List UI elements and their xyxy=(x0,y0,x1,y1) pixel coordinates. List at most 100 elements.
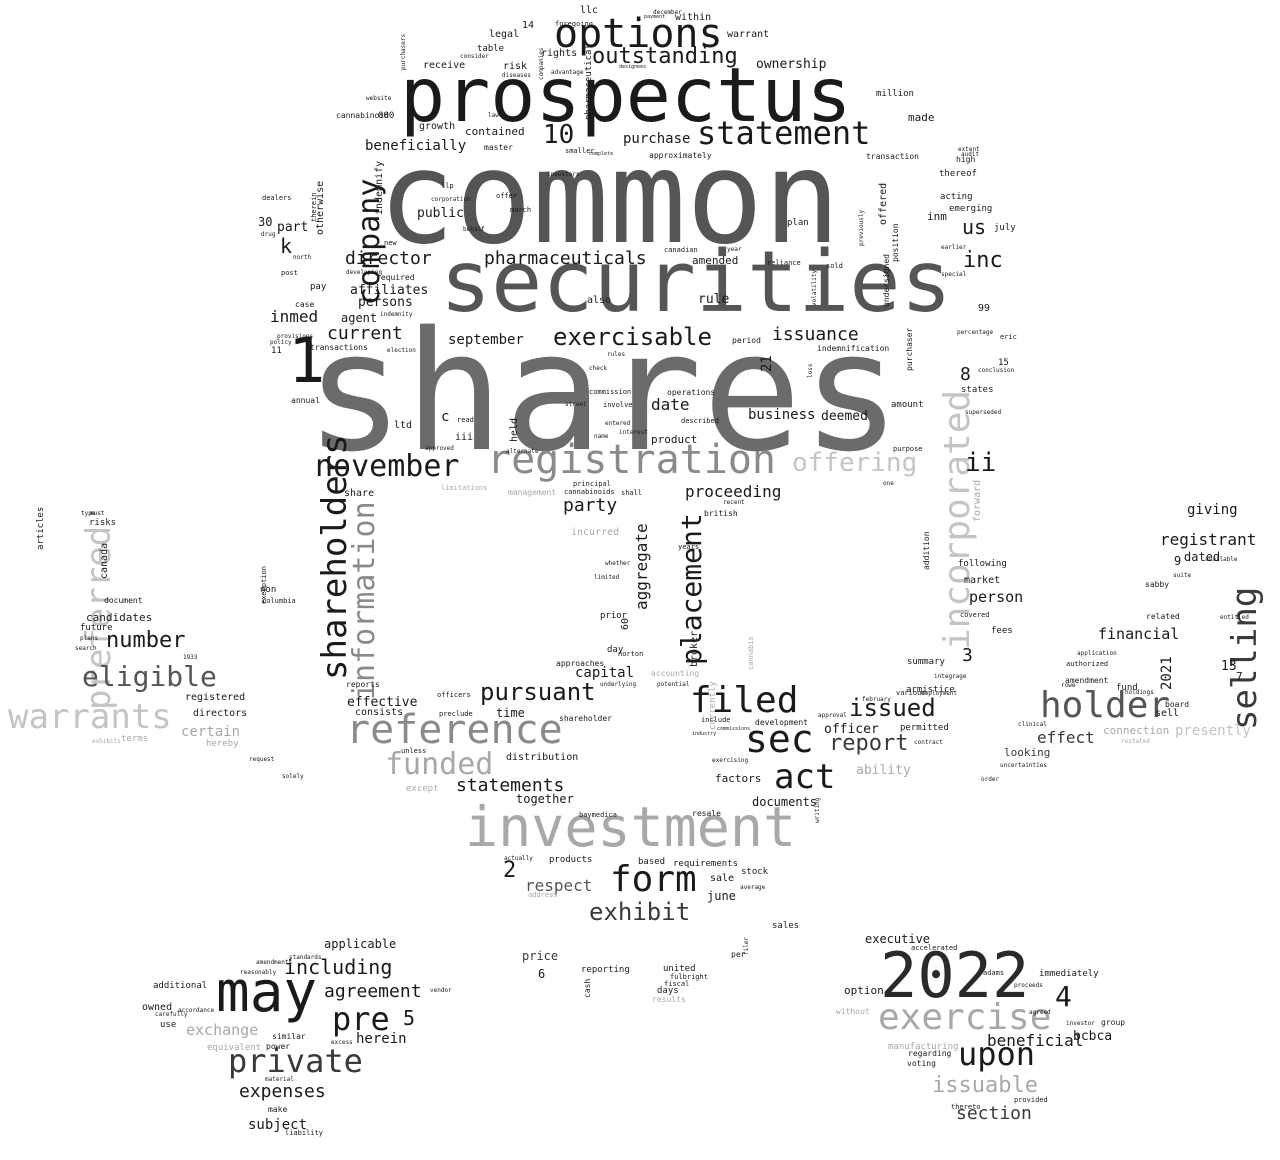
cloud-word: 2 xyxy=(503,858,517,883)
cloud-word: sales xyxy=(772,921,800,931)
cloud-word: exhibit xyxy=(589,898,691,926)
cloud-word: risk xyxy=(503,61,528,72)
cloud-word: fiscal xyxy=(664,980,690,988)
cloud-word: form xyxy=(610,859,697,900)
cloud-word: k xyxy=(280,234,293,258)
cloud-word: holder xyxy=(1040,685,1171,726)
cloud-word: pre xyxy=(332,1000,390,1038)
cloud-word: behalf xyxy=(463,226,485,233)
cloud-word: emerging xyxy=(949,204,993,214)
cloud-word: registrant xyxy=(1160,530,1257,549)
cloud-word: suite xyxy=(1173,572,1192,579)
cloud-word: offered xyxy=(878,182,889,225)
cloud-word: extent xyxy=(958,146,980,153)
cloud-word: superseded xyxy=(965,409,1002,416)
cloud-word: aggregate xyxy=(632,523,651,610)
cloud-word: affiliates xyxy=(350,283,429,298)
cloud-word: incurred xyxy=(571,527,620,538)
cloud-word: party xyxy=(563,495,618,516)
cloud-word: board xyxy=(1165,700,1190,709)
cloud-word: director xyxy=(345,248,432,269)
cloud-word: capital xyxy=(575,665,635,681)
cloud-word: offer xyxy=(496,192,518,200)
cloud-word: similar xyxy=(272,1032,306,1041)
cloud-word: shareholder xyxy=(559,714,612,723)
cloud-word: rights xyxy=(541,48,578,59)
cloud-word: exercise xyxy=(878,997,1052,1038)
cloud-word: indemnification xyxy=(817,344,890,353)
cloud-word: rules xyxy=(607,351,626,358)
cloud-word: reports xyxy=(346,680,380,689)
cloud-word: 13 xyxy=(1221,659,1237,674)
cloud-word: us xyxy=(962,215,987,239)
cloud-word: policy xyxy=(270,339,292,346)
cloud-word: 2021 xyxy=(1159,656,1175,690)
cloud-word: ability xyxy=(856,763,911,778)
cloud-word: inc xyxy=(963,248,1003,273)
cloud-word: february xyxy=(862,696,891,703)
cloud-word: december xyxy=(653,9,682,16)
cloud-word: use xyxy=(160,1020,177,1030)
cloud-word: website xyxy=(366,95,392,102)
cloud-word: developing xyxy=(346,269,383,276)
cloud-word: approval xyxy=(818,712,847,719)
cloud-word: requirements xyxy=(673,859,739,869)
cloud-word: investor xyxy=(1066,1020,1095,1027)
cloud-word: preclude xyxy=(439,710,473,718)
cloud-word: amendments xyxy=(256,959,293,966)
cloud-word: funded xyxy=(385,747,494,782)
cloud-word: securities xyxy=(440,233,952,332)
cloud-word: current xyxy=(327,323,403,344)
cloud-word: master xyxy=(484,143,513,152)
cloud-word: part xyxy=(277,220,309,235)
cloud-word: reliance xyxy=(767,259,801,267)
cloud-word: involve xyxy=(603,401,633,409)
cloud-word: approximately xyxy=(649,151,712,160)
cloud-word: giving xyxy=(1187,502,1238,518)
cloud-word: canadian xyxy=(664,246,698,254)
cloud-word: shall xyxy=(621,489,643,497)
cloud-word: 14 xyxy=(522,20,535,31)
cloud-word: high xyxy=(956,155,976,164)
cloud-word: results xyxy=(652,995,686,1004)
cloud-word: summary xyxy=(907,657,945,667)
cloud-word: alternate xyxy=(506,448,539,455)
cloud-word: check xyxy=(589,365,608,372)
cloud-word: 10 xyxy=(543,120,575,150)
cloud-word: sell xyxy=(1155,708,1180,719)
cloud-word: name xyxy=(594,433,609,440)
cloud-word: excess xyxy=(331,1039,353,1046)
cloud-word: ownership xyxy=(756,57,827,72)
cloud-word: 1933 xyxy=(183,654,198,661)
cloud-word: pay xyxy=(310,282,327,292)
cloud-word: 8 xyxy=(960,364,971,385)
cloud-word: deemed xyxy=(821,409,868,424)
cloud-word: dealers xyxy=(262,194,292,202)
cloud-word: foregoing xyxy=(555,20,593,28)
cloud-word: contract xyxy=(914,739,943,746)
cloud-word: 15 xyxy=(998,358,1009,368)
cloud-word: pharmaceutical xyxy=(584,44,594,120)
cloud-word: approaches xyxy=(556,659,605,668)
cloud-word: purpose xyxy=(893,445,923,453)
cloud-word: thereto xyxy=(951,1103,981,1111)
cloud-word: reporting xyxy=(581,965,630,975)
cloud-word: advantage xyxy=(551,69,584,76)
cloud-word: inm xyxy=(927,210,947,223)
cloud-word: llp xyxy=(441,182,454,190)
cloud-word: applicable xyxy=(324,937,397,951)
cloud-word: unless xyxy=(401,747,427,755)
cloud-word: owned xyxy=(142,1002,173,1013)
cloud-word: reasonably xyxy=(240,969,277,976)
cloud-word: acting xyxy=(940,192,973,202)
cloud-word: hereby xyxy=(206,739,239,749)
cloud-word: table xyxy=(477,44,505,54)
cloud-word: officer xyxy=(824,722,879,737)
cloud-word: november xyxy=(315,449,460,484)
cloud-word: respect xyxy=(525,876,593,895)
cloud-word: sec xyxy=(745,717,814,761)
cloud-word: issuable xyxy=(932,1073,1038,1098)
cloud-word: except xyxy=(406,784,439,794)
cloud-word: 4 xyxy=(1055,980,1072,1013)
cloud-word: section xyxy=(956,1103,1032,1124)
